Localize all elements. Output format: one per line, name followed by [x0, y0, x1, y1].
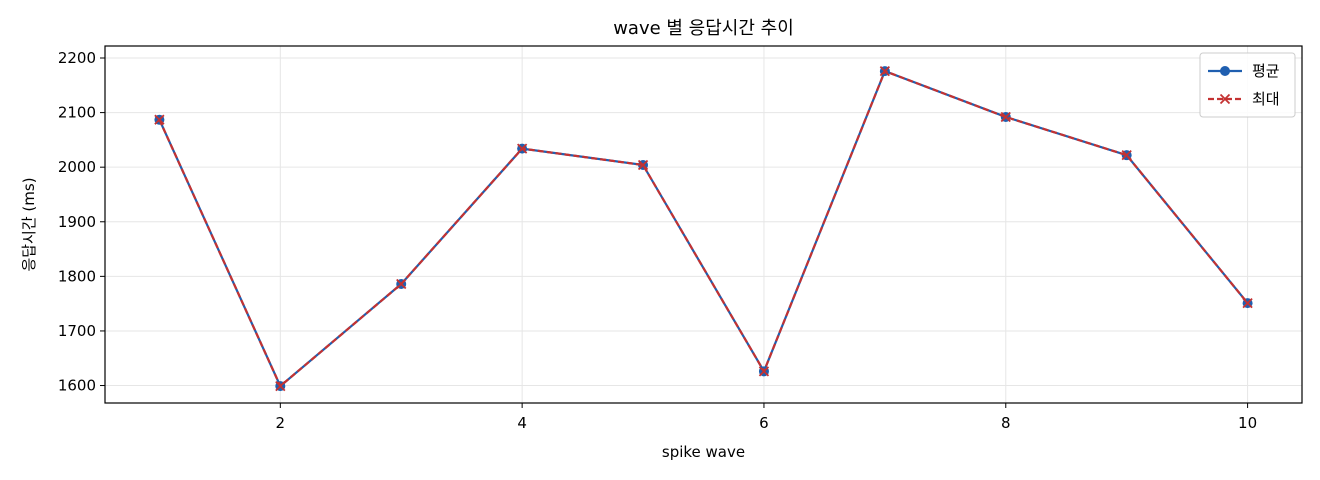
x-tick-label: 10 [1238, 414, 1257, 432]
legend-box [1199, 52, 1296, 118]
series-line [158, 70, 1249, 388]
y-tick-label: 1800 [58, 267, 96, 285]
y-axis-title: 응답시간 (ms) [20, 177, 38, 271]
plot-area-frame [104, 45, 1303, 404]
y-tick-label: 1600 [58, 377, 96, 395]
legend-swatch-marker-avg [1220, 66, 1230, 76]
data-point [396, 278, 407, 290]
data-point [516, 143, 528, 154]
axis-ticks: 2 4 6 8 10 1600 1700 1800 1900 2000 2100 2200 [58, 49, 1257, 432]
x-tick-label: 8 [1001, 414, 1011, 432]
legend-swatch-marker-max [1219, 93, 1231, 105]
y-tick-label: 2000 [58, 158, 96, 176]
x-tick-label: 4 [517, 414, 527, 432]
series-max [154, 65, 1253, 392]
data-point [879, 65, 891, 77]
data-point [637, 159, 649, 171]
legend: 평균 최대 [1199, 52, 1296, 118]
y-tick-label: 2200 [58, 49, 96, 67]
data-point [1000, 111, 1011, 123]
x-tick-label: 2 [276, 414, 286, 432]
legend-label-max: 최대 [1252, 90, 1280, 108]
y-tick-label: 2100 [58, 104, 96, 122]
data-point [154, 114, 165, 125]
data-point [758, 366, 770, 377]
data-point [1242, 297, 1253, 309]
y-tick-label: 1700 [58, 322, 96, 340]
y-tick-label: 1900 [58, 213, 96, 231]
x-axis-title: spike wave [662, 443, 745, 461]
x-tick-label: 6 [759, 414, 769, 432]
chart-title: wave 별 응답시간 추이 [613, 18, 794, 39]
series-layer [154, 65, 1253, 392]
data-point [1121, 150, 1132, 161]
legend-label-avg: 평균 [1252, 62, 1280, 80]
grid-lines [105, 46, 1302, 403]
data-point [275, 380, 286, 392]
